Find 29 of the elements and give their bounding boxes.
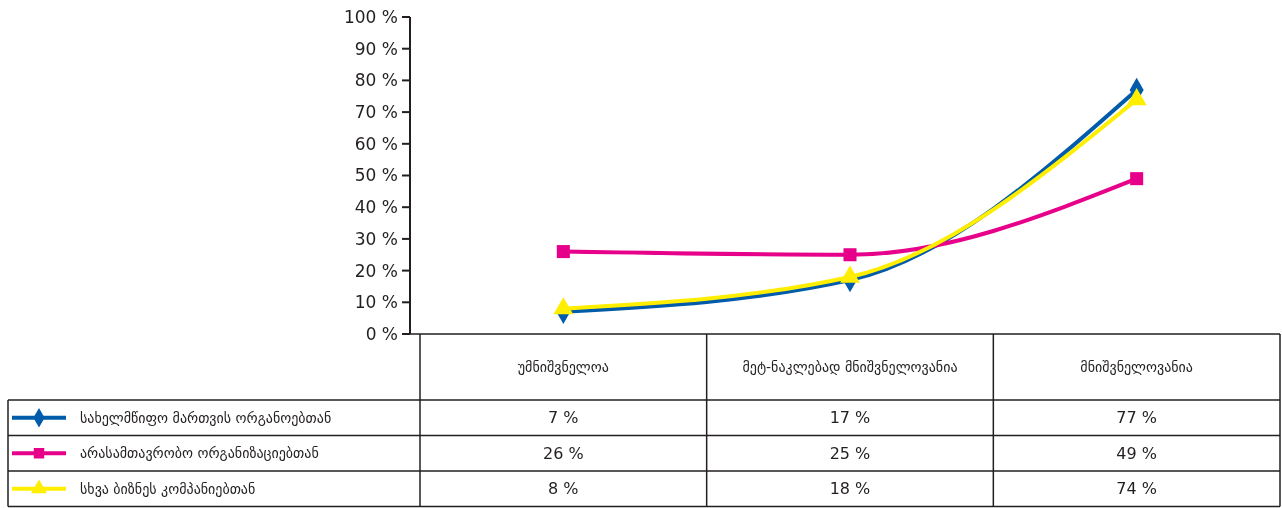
point — [843, 248, 857, 262]
legend-label: სხვა ბიზნეს კომპანიებთან — [80, 480, 256, 497]
data-label: 77 % — [1116, 408, 1157, 428]
data-label: 7 % — [548, 408, 579, 428]
data-label: 8 % — [548, 479, 579, 499]
y-tick-label: 30 % — [354, 228, 398, 249]
point — [1130, 172, 1144, 186]
y-tick-label: 10 % — [354, 292, 398, 313]
data-label: 26 % — [543, 443, 584, 463]
y-tick-label: 100 % — [343, 6, 398, 27]
y-tick-label: 20 % — [354, 260, 398, 281]
legend-label: სახელმწიფო მართვის ორგანოებთან — [80, 409, 332, 426]
data-label: 74 % — [1116, 479, 1157, 499]
x-tick-label: უმნიშვნელოა — [517, 358, 609, 375]
y-tick-label: 80 % — [354, 70, 398, 91]
legend-label: არასამთავრობო ორგანიზაციებთან — [80, 445, 319, 462]
y-tick-label: 70 % — [354, 102, 398, 123]
y-tick-label: 0 % — [365, 323, 398, 344]
y-tick-label: 50 % — [354, 165, 398, 186]
y-tick-label: 40 % — [354, 197, 398, 218]
point — [556, 245, 570, 259]
y-tick-label: 90 % — [354, 38, 398, 59]
y-tick-label: 60 % — [354, 133, 398, 154]
data-label: 49 % — [1116, 443, 1157, 463]
x-tick-label: მეტ-ნაკლებად მნიშვნელოვანია — [742, 358, 958, 375]
data-label: 17 % — [829, 408, 871, 428]
data-label: 25 % — [829, 443, 871, 463]
data-label: 18 % — [829, 479, 871, 499]
x-tick-label: მნიშვნელოვანია — [1080, 358, 1193, 375]
